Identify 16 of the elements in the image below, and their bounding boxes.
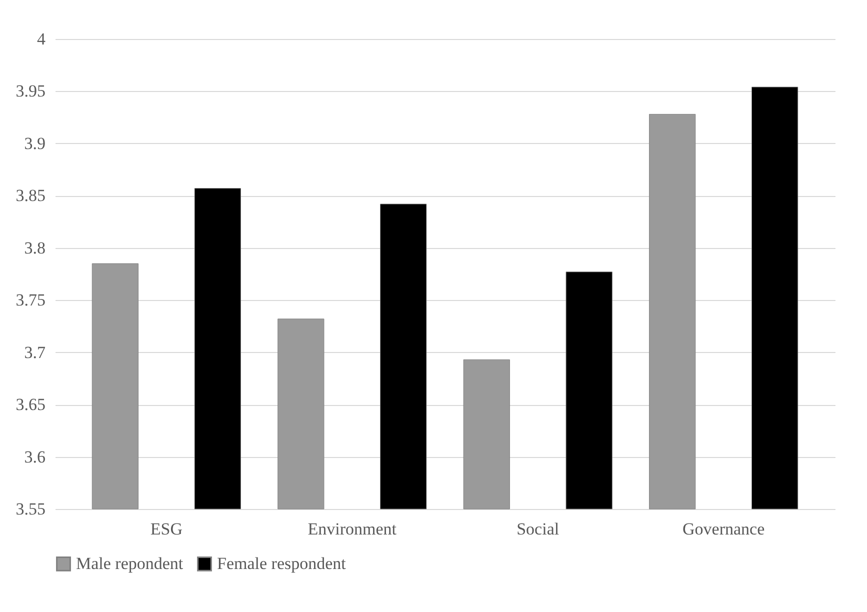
legend-label: Male repondent — [76, 554, 184, 573]
y-tick-label: 3.75 — [16, 290, 46, 310]
x-tick-label: Social — [516, 520, 560, 538]
y-tick-label: 3.85 — [16, 186, 46, 206]
y-tick-label: 3.8 — [24, 238, 46, 258]
y-tick-label: 3.65 — [16, 395, 46, 414]
y-tick-label: 4 — [37, 30, 46, 48]
x-tick-label: Governance — [682, 520, 765, 538]
y-tick-label: 3.9 — [24, 134, 46, 153]
y-tick-label: 3.95 — [16, 82, 46, 101]
y-tick-label: 3.6 — [24, 447, 46, 466]
y-tick-label: 3.55 — [16, 500, 46, 518]
legend-label: Female respondent — [217, 554, 346, 573]
x-tick-label: ESG — [150, 520, 182, 538]
y-tick-label: 3.7 — [24, 342, 46, 362]
x-tick-label: Environment — [308, 520, 397, 538]
